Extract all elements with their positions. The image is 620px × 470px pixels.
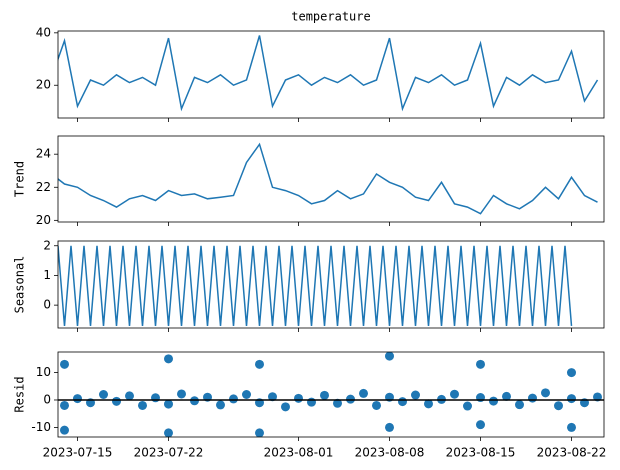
x-tick-label: 2023-07-22: [134, 446, 204, 460]
axes-frame: [57, 135, 605, 223]
y-tick-label: 1: [43, 268, 51, 282]
y-tick-label: 40: [36, 25, 51, 39]
y-tick-label: 0: [43, 298, 51, 312]
x-tick-label: 2023-08-22: [537, 446, 607, 460]
resid-point: [502, 391, 511, 401]
resid-point: [346, 394, 355, 404]
resid-point: [216, 400, 225, 410]
series-line: [58, 142, 598, 215]
resid-point: [255, 359, 264, 369]
y-axis-label: Trend: [13, 161, 27, 197]
y-axis-label: Resid: [13, 376, 27, 412]
resid-point: [450, 389, 459, 399]
resid-point: [320, 390, 329, 400]
resid-point: [567, 368, 576, 378]
y-tick-label: 0: [43, 392, 51, 406]
y-axis-label: Seasonal: [13, 256, 27, 314]
resid-point: [229, 394, 238, 404]
resid-point: [255, 428, 264, 437]
y-tick-label: 20: [36, 78, 51, 92]
resid-point: [515, 400, 524, 410]
resid-point: [177, 389, 186, 399]
resid-point: [489, 396, 498, 406]
resid-point: [476, 420, 485, 430]
y-tick-label: -10: [31, 420, 51, 434]
axes-frame: [57, 351, 605, 438]
resid-point: [268, 392, 277, 402]
resid-point: [554, 401, 563, 411]
resid-point: [164, 399, 173, 409]
resid-point: [164, 354, 173, 364]
resid-point: [463, 401, 472, 411]
resid-point: [60, 425, 69, 435]
resid-point: [138, 400, 147, 410]
series-line: [58, 245, 573, 326]
resid-point: [125, 391, 134, 401]
resid-point: [528, 393, 537, 403]
resid-point: [190, 396, 199, 406]
resid-point: [281, 402, 290, 412]
resid-point: [294, 393, 303, 403]
resid-point: [112, 396, 121, 406]
y-tick-label: 24: [36, 147, 51, 161]
series-line: [58, 35, 599, 112]
resid-point: [242, 390, 251, 399]
resid-point: [541, 388, 550, 398]
y-tick-label: 10: [36, 365, 51, 379]
resid-point: [359, 388, 368, 398]
resid-point: [385, 422, 394, 432]
x-tick-label: 2023-07-15: [43, 446, 113, 460]
y-tick-label: 22: [36, 180, 51, 194]
resid-point: [476, 359, 485, 369]
resid-point: [333, 398, 342, 408]
x-tick-label: 2023-08-08: [355, 446, 425, 460]
resid-point: [60, 400, 69, 410]
resid-point: [567, 394, 576, 404]
resid-point: [164, 428, 173, 437]
y-tick-label: 2: [43, 238, 51, 252]
chart-title: temperature: [291, 10, 370, 24]
resid-point: [411, 390, 420, 400]
resid-point: [73, 394, 82, 404]
resid-point: [307, 397, 316, 407]
axes-frame: [57, 240, 605, 329]
x-tick-label: 2023-08-15: [446, 446, 516, 460]
y-tick-label: 20: [36, 213, 51, 227]
resid-point: [372, 400, 381, 410]
resid-point: [593, 392, 602, 402]
axes-frame: [57, 30, 605, 119]
resid-point: [567, 422, 576, 432]
resid-point: [398, 397, 407, 407]
resid-point: [424, 399, 433, 409]
resid-point: [99, 390, 108, 399]
resid-point: [385, 352, 394, 361]
resid-point: [151, 393, 160, 403]
x-tick-label: 2023-08-01: [264, 446, 334, 460]
resid-point: [60, 359, 69, 369]
